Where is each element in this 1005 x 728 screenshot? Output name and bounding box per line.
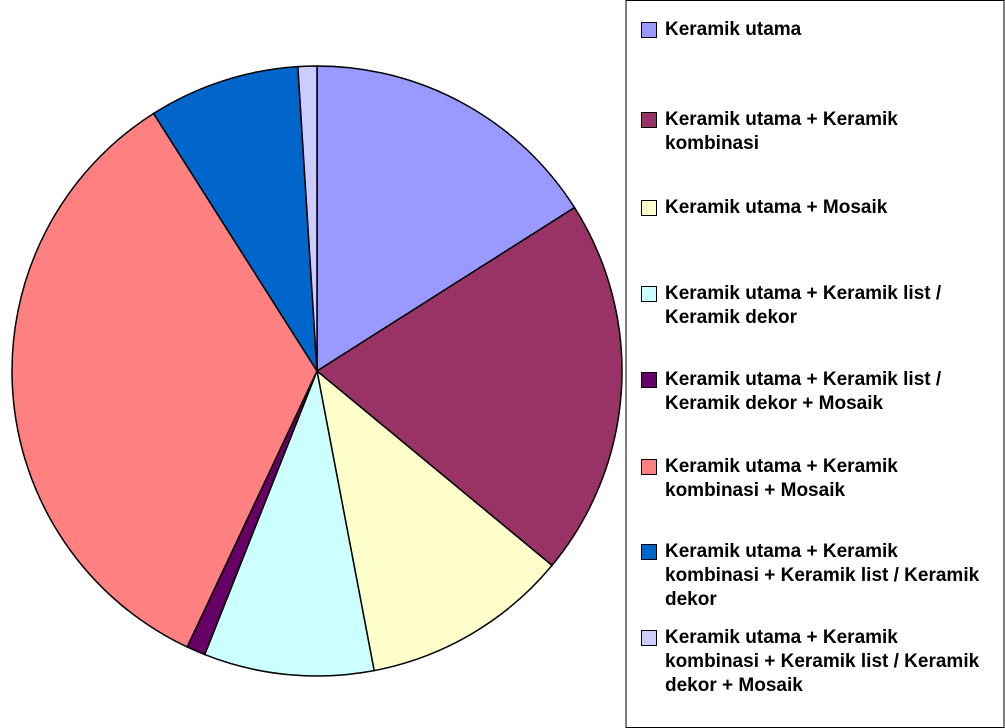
legend-item: Keramik utama + Keramik kombinasi + Kera… [641, 626, 991, 698]
pie-slice [11, 112, 318, 648]
legend-label: Keramik utama + Keramik kombinasi + Kera… [665, 541, 980, 610]
legend-item: Keramik utama + Keramik kombinasi + Kera… [641, 540, 991, 612]
legend-swatch [641, 200, 657, 216]
legend-item: Keramik utama + Keramik kombinasi [641, 108, 991, 156]
legend-item: Keramik utama [641, 18, 991, 42]
pie-slice [315, 206, 623, 567]
legend-swatch [641, 630, 657, 646]
legend-item: Keramik utama + Keramik kombinasi + Mosa… [641, 455, 991, 503]
legend-label: Keramik utama + Keramik kombinasi + Mosa… [665, 456, 898, 501]
legend-label: Keramik utama + Keramik list / Keramik d… [665, 369, 942, 414]
legend-swatch [641, 372, 657, 388]
legend-swatch [641, 112, 657, 128]
legend-swatch [641, 459, 657, 475]
pie-slice [316, 65, 576, 373]
legend-label: Keramik utama + Keramik kombinasi + Kera… [665, 627, 980, 696]
legend-swatch [641, 286, 657, 302]
pie-slice [297, 65, 318, 372]
legend-label: Keramik utama + Keramik list / Keramik d… [665, 283, 942, 328]
pie-slice [152, 65, 318, 372]
legend-label: Keramik utama + Keramik kombinasi [665, 109, 898, 154]
legend-swatch [641, 22, 657, 38]
legend-box [625, 0, 1005, 728]
legend-item: Keramik utama + Keramik list / Keramik d… [641, 282, 991, 330]
legend-label: Keramik utama [665, 19, 802, 40]
legend-item: Keramik utama + Mosaik [641, 196, 991, 220]
legend-label: Keramik utama + Mosaik [665, 197, 888, 218]
legend-item: Keramik utama + Keramik list / Keramik d… [641, 368, 991, 416]
pie-slice [203, 368, 376, 677]
legend-swatch [641, 544, 657, 560]
pie-slice [315, 369, 554, 672]
